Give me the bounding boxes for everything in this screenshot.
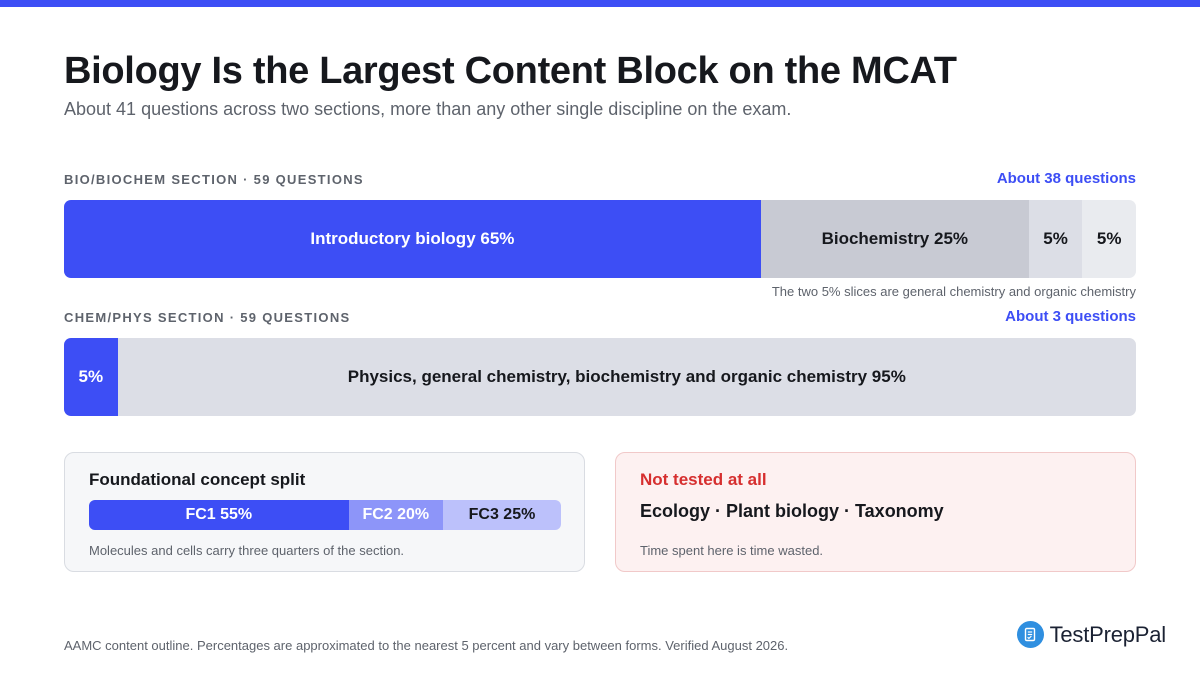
not-tested-card: Not tested at all Ecology · Plant biolog…: [615, 452, 1136, 572]
not-tested-note: Time spent here is time wasted.: [640, 543, 824, 558]
foundational-concept-title: Foundational concept split: [89, 470, 306, 489]
bar-segment: 5%: [64, 338, 118, 416]
source-footnote: AAMC content outline. Percentages are ap…: [64, 638, 789, 653]
foundational-concept-bar: FC1 55% FC2 20% FC3 25%: [89, 500, 561, 530]
foundational-concept-note: Molecules and cells carry three quarters…: [89, 543, 405, 558]
bar-segment: Physics, general chemistry, biochemistry…: [117, 338, 1136, 416]
chem-section-label: CHEM/PHYS SECTION · 59 QUESTIONS: [64, 310, 351, 325]
top-accent-rule: [0, 0, 1200, 7]
page-title: Biology Is the Largest Content Block on …: [64, 50, 957, 92]
chem-section-bar: 5% Physics, general chemistry, biochemist…: [64, 338, 1136, 416]
page-subtitle: About 41 questions across two sections, …: [64, 99, 792, 119]
document-checklist-icon: [1016, 621, 1044, 648]
bar-segment: Biochemistry 25%: [760, 200, 1029, 278]
bar-segment: FC1 55%: [89, 500, 349, 530]
brand-logo: TestPrepPal: [1016, 621, 1167, 648]
not-tested-title: Not tested at all: [640, 470, 767, 489]
bar-segment: Introductory biology 65%: [64, 200, 761, 278]
not-tested-topics: Ecology · Plant biology · Taxonomy: [640, 501, 944, 521]
bio-section-label: BIO/BIOCHEM SECTION · 59 QUESTIONS: [64, 172, 364, 187]
chem-section-question-count: About 3 questions: [1005, 308, 1136, 325]
bio-section-note: The two 5% slices are general chemistry …: [771, 284, 1136, 299]
bar-segment: FC3 25%: [442, 500, 561, 530]
foundational-concept-card: Foundational concept split FC1 55% FC2 20…: [64, 452, 585, 572]
bar-segment: 5%: [1082, 200, 1136, 278]
bio-section-question-count: About 38 questions: [996, 170, 1136, 187]
bio-section-bar: Introductory biology 65% Biochemistry 25%…: [64, 200, 1136, 278]
bar-segment: FC2 20%: [348, 500, 443, 530]
bar-segment: 5%: [1028, 200, 1083, 278]
brand-name: TestPrepPal: [1049, 621, 1167, 647]
